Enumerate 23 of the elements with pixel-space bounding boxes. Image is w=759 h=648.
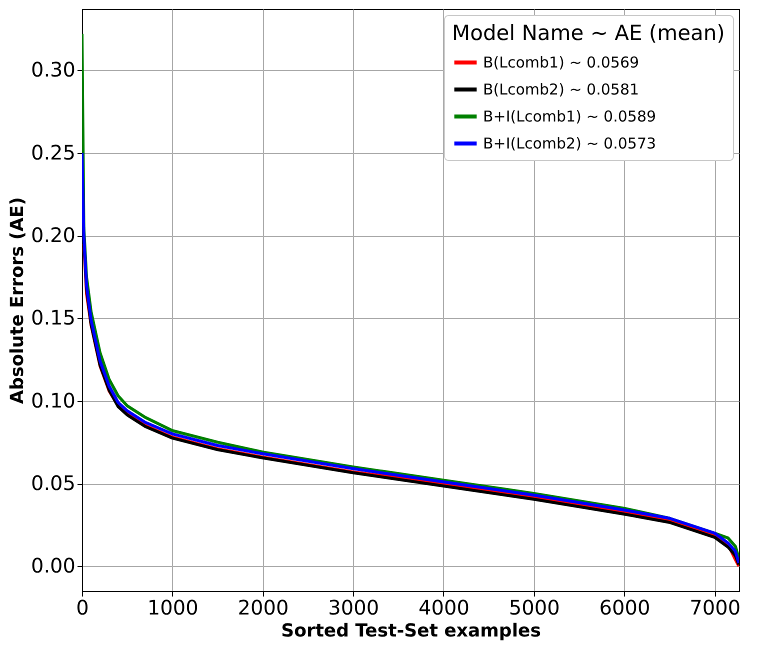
y-tick-label: 0.30 bbox=[30, 58, 76, 82]
y-axis-title: Absolute Errors (AE) bbox=[6, 197, 28, 404]
y-tick-label: 0.05 bbox=[30, 471, 76, 496]
y-tick-label: 0.20 bbox=[30, 223, 76, 248]
line-series bbox=[82, 151, 739, 564]
legend-label: B+I(Lcomb1) ~ 0.0589 bbox=[483, 108, 656, 126]
x-tick-label: 4000 bbox=[418, 596, 470, 620]
y-tick-label: 0.15 bbox=[30, 306, 76, 330]
y-tick-label: 0.00 bbox=[30, 554, 76, 578]
x-tick-label: 1000 bbox=[147, 596, 198, 620]
x-tick-label: 7000 bbox=[690, 596, 741, 620]
y-tick-label: 0.10 bbox=[30, 388, 76, 412]
legend-label: B(Lcomb1) ~ 0.0569 bbox=[483, 54, 640, 72]
legend-label: B(Lcomb2) ~ 0.0581 bbox=[483, 80, 640, 98]
x-tick-label: 6000 bbox=[599, 596, 650, 620]
y-tick-label: 0.25 bbox=[30, 140, 76, 164]
x-tick-label: 3000 bbox=[328, 596, 380, 620]
x-tick-label: 0 bbox=[76, 596, 89, 620]
x-axis-title: Sorted Test-Set examples bbox=[281, 620, 541, 642]
x-tick-label: 2000 bbox=[238, 596, 289, 620]
legend-title: Model Name ~ AE (mean) bbox=[452, 21, 725, 45]
legend-label: B+I(Lcomb2) ~ 0.0573 bbox=[483, 134, 656, 152]
x-tick-label: 5000 bbox=[508, 596, 560, 620]
